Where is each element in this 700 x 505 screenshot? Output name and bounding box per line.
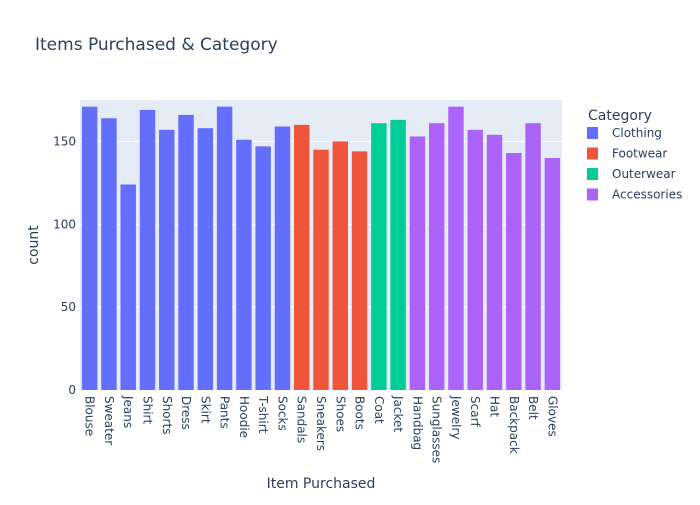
x-axis-ticks: Blouse Sweater Jeans Shirt Shorts Dress Skirt P…: [83, 395, 560, 463]
x-tick-label: Sneakers: [314, 396, 328, 451]
bar-hoodie[interactable]: [236, 139, 252, 390]
bar-belt[interactable]: [525, 123, 541, 390]
y-tick-label: 150: [53, 134, 76, 148]
legend-swatch[interactable]: [587, 127, 598, 139]
x-tick-label: Jewelry: [449, 395, 463, 440]
chart-title: Items Purchased & Category: [35, 35, 278, 55]
x-axis-title: Item Purchased: [267, 476, 376, 492]
legend-swatch[interactable]: [587, 188, 598, 201]
x-tick-label: Shoes: [333, 396, 347, 432]
x-tick-label: Hat: [488, 396, 502, 417]
bar-jeans[interactable]: [120, 184, 136, 390]
bar-sunglasses[interactable]: [428, 123, 445, 390]
bar-pants[interactable]: [216, 106, 233, 390]
y-tick-label: 50: [61, 300, 76, 314]
bar-shirt[interactable]: [139, 109, 156, 390]
bar-skirt[interactable]: [197, 128, 214, 390]
y-axis-title: count: [26, 225, 42, 265]
bar-boots[interactable]: [351, 151, 368, 390]
bar-shoes[interactable]: [332, 141, 348, 390]
x-tick-label: Shorts: [160, 396, 174, 434]
legend: Category Clothing Footwear Outerwear Access…: [587, 108, 682, 202]
bar-socks[interactable]: [274, 126, 291, 390]
bar-jacket[interactable]: [390, 119, 406, 390]
y-tick-label: 0: [68, 383, 76, 397]
legend-label[interactable]: Footwear: [612, 147, 667, 161]
x-tick-label: Pants: [218, 396, 232, 429]
y-tick-label: 100: [53, 217, 76, 231]
bar-hat[interactable]: [486, 134, 503, 390]
x-tick-label: Boots: [353, 396, 367, 430]
bar-sweater[interactable]: [101, 118, 117, 390]
legend-items: Clothing Footwear Outerwear Accessories: [587, 126, 682, 202]
bar-sneakers[interactable]: [313, 149, 329, 390]
legend-swatch[interactable]: [587, 147, 598, 160]
x-tick-label: Sandals: [295, 396, 309, 443]
bars: [81, 106, 561, 391]
x-tick-label: Sunglasses: [430, 396, 444, 463]
x-tick-label: Backpack: [507, 396, 521, 454]
x-tick-label: Gloves: [545, 396, 559, 437]
x-tick-label: Scarf: [468, 396, 482, 428]
bar-blouse[interactable]: [81, 106, 98, 390]
bar-coat[interactable]: [371, 123, 387, 390]
bar-dress[interactable]: [178, 114, 194, 391]
x-tick-label: Hoodie: [237, 396, 251, 438]
legend-swatch[interactable]: [587, 168, 598, 180]
bar-t-shirt[interactable]: [255, 146, 271, 390]
legend-title: Category: [588, 108, 652, 124]
x-tick-label: Blouse: [83, 396, 97, 436]
bar-backpack[interactable]: [506, 153, 522, 390]
x-tick-label: Handbag: [410, 396, 424, 450]
x-tick-label: Coat: [372, 396, 386, 424]
legend-label[interactable]: Accessories: [612, 188, 682, 202]
y-axis-ticks: 0 50 100 150: [53, 134, 76, 397]
legend-label[interactable]: Outerwear: [612, 167, 676, 181]
x-tick-label: Skirt: [198, 396, 212, 424]
bar-shorts[interactable]: [159, 129, 175, 391]
x-tick-label: Sweater: [102, 396, 116, 445]
legend-label[interactable]: Clothing: [612, 126, 662, 140]
x-tick-label: T-shirt: [256, 395, 270, 434]
bar-sandals[interactable]: [294, 124, 310, 390]
x-tick-label: Shirt: [140, 396, 154, 424]
bar-gloves[interactable]: [544, 158, 561, 390]
bar-jewelry[interactable]: [448, 106, 464, 390]
x-tick-label: Dress: [179, 396, 193, 430]
bar-handbag[interactable]: [409, 136, 426, 390]
x-tick-label: Jacket: [391, 395, 405, 432]
bar-scarf[interactable]: [467, 129, 483, 391]
x-tick-label: Socks: [275, 396, 289, 431]
x-tick-label: Belt: [526, 396, 540, 420]
x-tick-label: Jeans: [121, 395, 135, 428]
